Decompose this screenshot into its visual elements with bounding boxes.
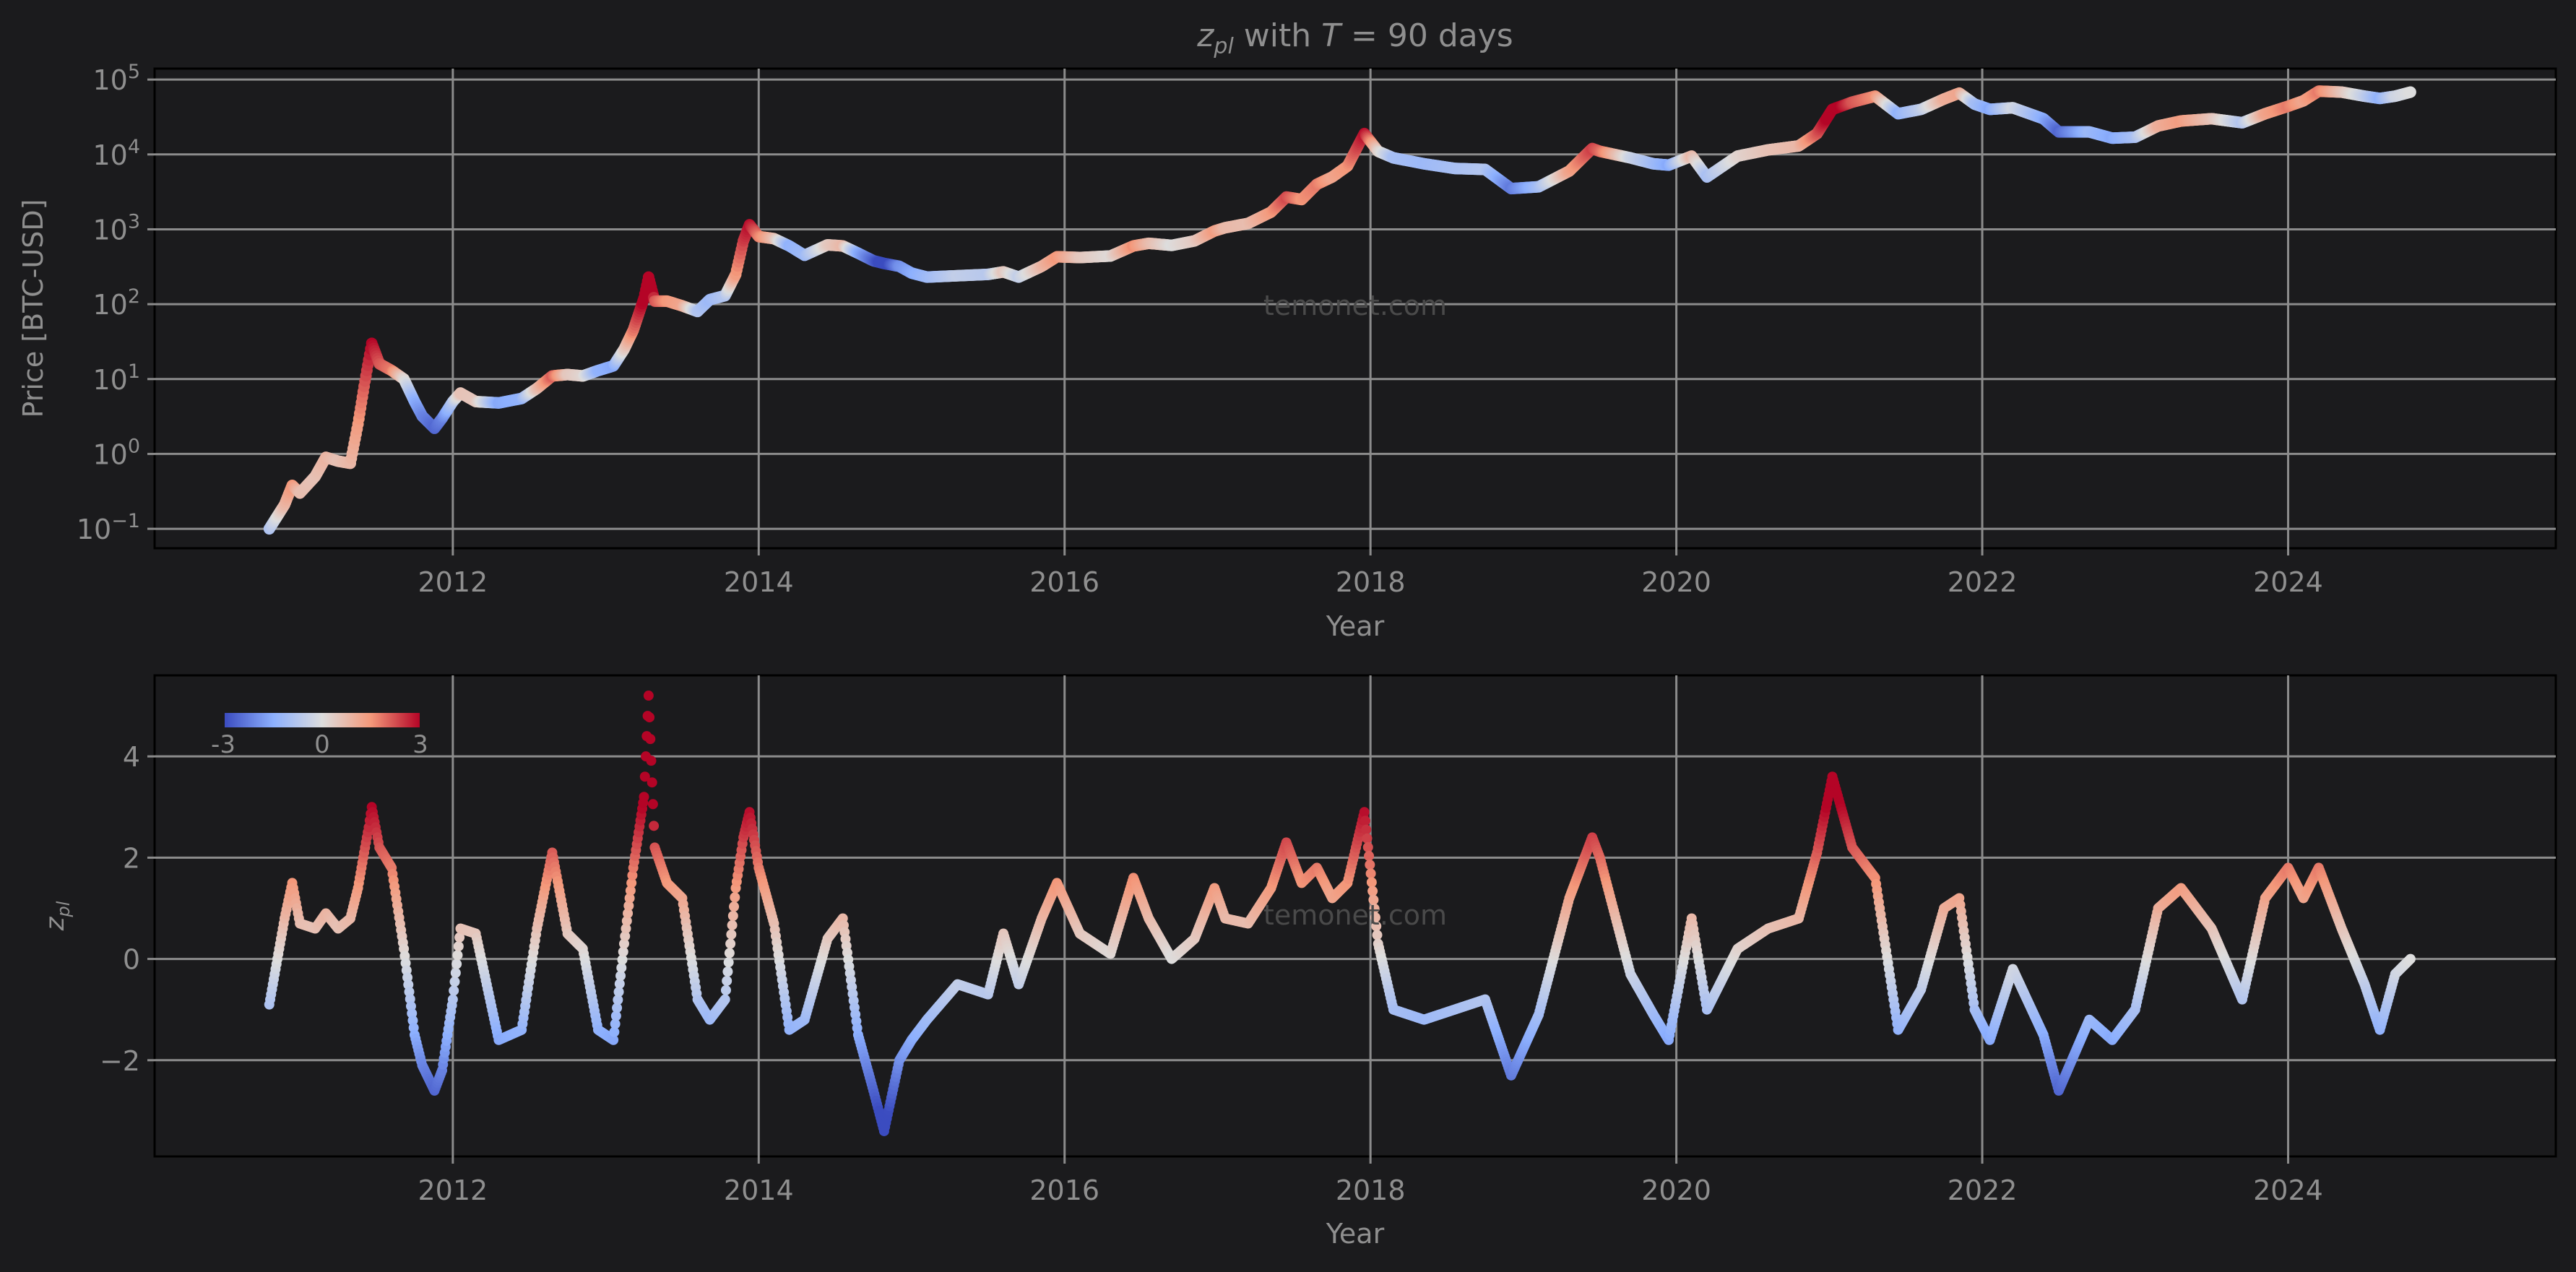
zpl-point: [2405, 953, 2416, 964]
zpl-point: [649, 821, 660, 831]
zpl-point: [643, 691, 654, 701]
price-x-tick-label: 2016: [1029, 566, 1099, 598]
zpl-y-tick-label: 2: [123, 842, 140, 874]
price-y-tick-label: 100: [92, 435, 140, 470]
zpl-point: [722, 966, 733, 977]
zpl-point: [1359, 807, 1370, 818]
zpl-point: [719, 994, 730, 1005]
zpl-x-tick-label: 2016: [1029, 1174, 1099, 1206]
zpl-y-tick-label: −2: [100, 1045, 140, 1077]
zpl-point: [639, 792, 649, 802]
zpl-point: [645, 734, 656, 745]
watermark-top: temonet.com: [1263, 290, 1447, 321]
zpl-x-tick-label: 2018: [1336, 1174, 1406, 1206]
zpl-y-tick-label: 4: [123, 741, 140, 773]
zpl-x-tick-label: 2012: [418, 1174, 488, 1206]
price-panel: temonet.com 2012 2014 2016 2018 2020 2022 2024…: [17, 61, 2557, 642]
zpl-point: [1372, 930, 1383, 940]
zpl-point: [452, 950, 463, 961]
colorbar-label-max: 3: [412, 730, 428, 759]
zpl-point: [725, 938, 736, 949]
zpl-point: [647, 799, 658, 810]
zpl-point: [447, 994, 458, 1005]
zpl-point: [722, 975, 732, 986]
zpl-point: [1364, 851, 1375, 862]
price-y-tick-label: 104: [92, 136, 140, 171]
chart-title: zpl with T = 90 days: [1196, 17, 1513, 59]
zpl-point: [1365, 860, 1375, 870]
price-x-axis-label: Year: [1326, 610, 1385, 642]
zpl-x-tick-label: 2024: [2253, 1174, 2323, 1206]
zpl-x-tick-label: 2014: [724, 1174, 794, 1206]
zpl-point: [724, 948, 735, 959]
price-x-tick-label: 2014: [724, 566, 794, 598]
price-y-tick-label: 10−1: [77, 510, 140, 545]
zpl-point: [720, 985, 731, 995]
colorbar-label-mid: 0: [314, 730, 330, 759]
zpl-point: [1367, 886, 1378, 896]
zpl-x-axis-label: Year: [1326, 1218, 1385, 1250]
zpl-point: [1361, 824, 1372, 835]
zpl-point: [1365, 868, 1376, 879]
zpl-y-tick-label: 0: [123, 944, 140, 976]
zpl-point: [723, 957, 734, 968]
price-x-tick-label: 2012: [418, 566, 488, 598]
zpl-point: [453, 941, 464, 952]
zpl-x-tick-label: 2020: [1641, 1174, 1711, 1206]
zpl-point: [727, 911, 738, 921]
price-x-ticks: 2012 2014 2016 2018 2020 2022 2024: [418, 548, 2323, 598]
zpl-point: [1362, 833, 1373, 844]
price-y-tick-label: 102: [92, 285, 140, 321]
price-x-tick-label: 2018: [1336, 566, 1406, 598]
colorbar-label-min: -3: [211, 730, 235, 759]
zpl-point: [727, 920, 738, 930]
watermark-bottom: temonet.com: [1263, 899, 1447, 931]
zpl-point: [449, 977, 460, 987]
zpl-point: [449, 985, 459, 996]
price-x-tick-label: 2022: [1948, 566, 2018, 598]
zpl-point: [647, 777, 657, 788]
price-y-tick-label: 105: [92, 61, 140, 96]
colorbar: [225, 713, 420, 727]
zpl-point: [726, 929, 737, 940]
zpl-point: [450, 967, 461, 978]
zpl-point: [730, 892, 740, 903]
zpl-point: [1362, 841, 1373, 852]
zpl-point: [646, 756, 657, 766]
price-x-tick-label: 2020: [1641, 566, 1711, 598]
price-scatter: [263, 85, 2416, 535]
zpl-point: [644, 712, 655, 723]
zpl-point: [1366, 877, 1377, 888]
price-y-tick-label: 101: [92, 360, 140, 396]
zpl-point: [729, 901, 740, 912]
zpl-x-tick-label: 2022: [1948, 1174, 2018, 1206]
zpl-panel: temonet.com 2012 2014 2016 2018 2020 2022 2024…: [40, 674, 2557, 1250]
price-y-axis-label: Price [BTC-USD]: [17, 199, 49, 418]
zpl-point: [1360, 815, 1370, 826]
price-y-tick-label: 103: [92, 210, 140, 246]
price-y-ticks: 10−1 100 101 102 103 104 105: [77, 61, 155, 545]
price-point: [2404, 86, 2416, 98]
zpl-scatter: [264, 691, 2416, 1136]
zpl-point: [451, 959, 462, 969]
price-x-tick-label: 2024: [2253, 566, 2323, 598]
